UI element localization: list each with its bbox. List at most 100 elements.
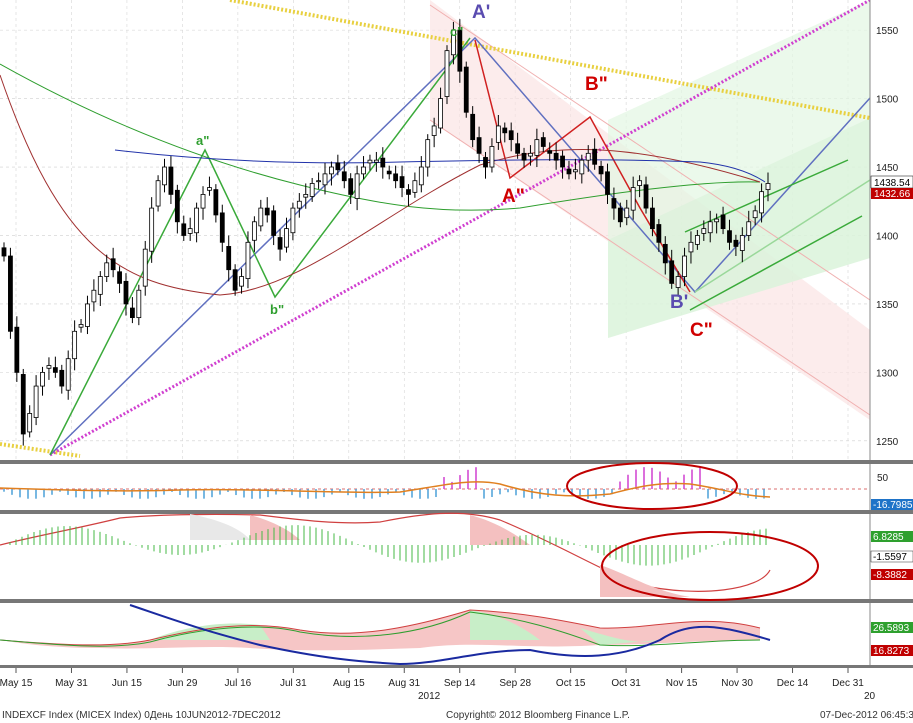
- candle-body: [258, 207, 264, 227]
- x-tick-label: May 31: [55, 678, 88, 689]
- candle-body: [194, 207, 200, 234]
- wave-label-a-second: a": [196, 133, 209, 148]
- candle-body: [739, 235, 745, 251]
- candle-body: [521, 152, 527, 161]
- candle-body: [348, 178, 354, 195]
- candle-body: [316, 180, 321, 183]
- candle-body: [245, 241, 251, 280]
- ind3-badge-2-text: 16.8273: [873, 646, 910, 657]
- candle-body: [284, 228, 289, 248]
- year-label-20: 20: [864, 691, 876, 702]
- candle-body: [727, 230, 732, 243]
- y-tick-label: 1350: [876, 300, 899, 311]
- candle-body: [303, 194, 309, 198]
- candle-body: [27, 413, 33, 433]
- candle-body: [662, 243, 668, 264]
- candle-body: [149, 207, 155, 252]
- ind2-badge-1-text: 6.8285: [873, 532, 904, 543]
- candle-body: [361, 166, 366, 175]
- green-fan-2: [694, 179, 871, 293]
- candle-body: [515, 143, 521, 154]
- ind3-badge-1-text: 26.5893: [873, 623, 910, 634]
- candle-body: [91, 289, 97, 303]
- candle-body: [483, 157, 488, 168]
- wave-label-B-prime: B': [670, 292, 688, 313]
- candle-body: [46, 365, 52, 369]
- x-tick-label: Nov 15: [666, 678, 698, 689]
- candle-body: [688, 241, 694, 253]
- candle-body: [611, 198, 617, 209]
- candle-body: [759, 191, 764, 214]
- candle-body: [367, 159, 373, 164]
- candle-body: [59, 369, 65, 387]
- ma-red-line: [0, 74, 761, 296]
- y-tick-label: 1250: [876, 437, 899, 448]
- candle-body: [40, 371, 45, 387]
- candle-body: [425, 139, 431, 168]
- x-tick-label: Sep 28: [499, 678, 531, 689]
- indicator-3-panel: 26.5893 16.8273: [0, 603, 913, 666]
- price-badge-close-text: 1438.54: [874, 178, 911, 189]
- candle-body: [746, 221, 752, 236]
- candle-body: [207, 187, 212, 191]
- footer-left: INDEXCF Index (MICEX Index) 0День 10JUN2…: [2, 710, 281, 721]
- y-tick-label: 1500: [876, 95, 899, 106]
- candle-body: [547, 150, 553, 154]
- candle-body: [200, 194, 206, 209]
- candle-body: [219, 212, 225, 243]
- candle-body: [187, 228, 193, 234]
- yellow-trendline-bottom: [0, 442, 81, 458]
- yellow-trendline-top: [229, 0, 871, 120]
- red-channel-bottom: [429, 119, 871, 416]
- ma-green-line: [0, 63, 761, 211]
- candle-body: [1, 247, 7, 257]
- candle-body: [470, 113, 476, 141]
- x-tick-label: Jul 31: [280, 678, 307, 689]
- candle-body: [85, 303, 90, 327]
- separator-4: [0, 665, 913, 668]
- candle-body: [213, 189, 219, 216]
- candle-body: [508, 130, 514, 141]
- candle-body: [572, 169, 578, 173]
- separator-1: [0, 460, 913, 464]
- candle-body: [566, 168, 572, 175]
- candle-body: [553, 152, 559, 161]
- ind2-badge-2-text: -1.5597: [873, 552, 907, 563]
- separator-2: [0, 510, 913, 514]
- candle-body: [264, 207, 270, 216]
- candle-body: [540, 137, 546, 147]
- candle-body: [399, 176, 405, 188]
- candle-body: [694, 235, 700, 245]
- candle-body: [438, 98, 443, 129]
- candle-body: [271, 210, 277, 236]
- candle-body: [393, 173, 399, 182]
- green-fan-1: [684, 159, 849, 233]
- x-tick-label: Oct 15: [556, 678, 586, 689]
- wave-label-c-second: c": [450, 24, 463, 39]
- candle-body: [650, 207, 655, 230]
- candle-body: [123, 280, 129, 305]
- candle-body: [78, 324, 84, 328]
- candle-body: [72, 330, 78, 360]
- candle-body: [457, 29, 463, 72]
- candle-body: [104, 262, 110, 277]
- candlesticks: [1, 19, 771, 446]
- candle-body: [560, 155, 565, 168]
- candle-body: [52, 367, 58, 373]
- candle-body: [136, 289, 142, 319]
- year-label-2012: 2012: [418, 691, 441, 702]
- highlight-ellipse-1: [566, 462, 738, 510]
- candle-body: [669, 260, 675, 284]
- candle-body: [495, 125, 501, 143]
- candle-body: [251, 221, 257, 241]
- candle-body: [463, 66, 469, 113]
- candle-body: [290, 207, 296, 234]
- x-tick-label: Aug 31: [388, 678, 420, 689]
- candle-body: [451, 29, 456, 56]
- price-badge-ma: 1432.66: [871, 188, 913, 200]
- candle-body: [329, 166, 334, 175]
- candle-body: [598, 165, 604, 175]
- green-fan-3: [689, 215, 863, 311]
- candle-body: [431, 125, 437, 136]
- main-axis-bg: [870, 0, 913, 460]
